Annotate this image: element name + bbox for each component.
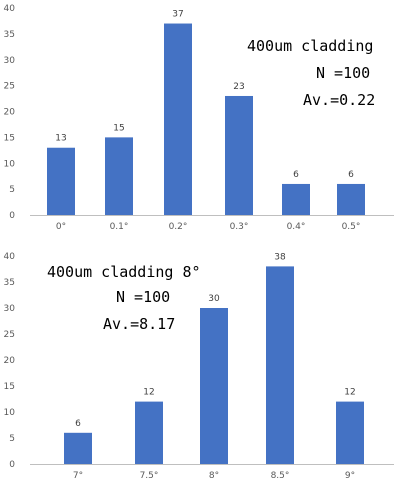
data-label: 15 bbox=[113, 123, 124, 133]
y-tick-label: 35 bbox=[4, 278, 15, 288]
data-label: 6 bbox=[293, 170, 299, 180]
y-tick-label: 10 bbox=[4, 159, 16, 169]
bar bbox=[336, 401, 364, 464]
data-label: 38 bbox=[274, 252, 286, 262]
y-tick-label: 15 bbox=[4, 382, 15, 392]
x-tick-label: 0.1° bbox=[110, 222, 129, 232]
bars bbox=[47, 23, 365, 216]
annotation-n: N =100 bbox=[116, 288, 170, 306]
bar bbox=[135, 401, 163, 464]
y-tick-label: 5 bbox=[9, 185, 15, 195]
data-label: 13 bbox=[55, 134, 66, 144]
annotation-n: N =100 bbox=[316, 64, 370, 82]
bar bbox=[337, 183, 365, 215]
y-axis-ticks: 0 5 10 15 20 25 30 35 40 bbox=[4, 4, 16, 221]
y-tick-label: 25 bbox=[4, 330, 15, 340]
annotation-average: Av.=0.22 bbox=[303, 91, 375, 109]
data-label: 6 bbox=[348, 170, 354, 180]
bar bbox=[64, 432, 92, 464]
x-tick-label: 8.5° bbox=[271, 471, 290, 481]
x-axis-ticks: 7° 7.5° 8° 8.5° 9° bbox=[73, 471, 355, 481]
bar bbox=[47, 147, 75, 215]
data-label: 12 bbox=[344, 388, 355, 398]
data-label: 12 bbox=[143, 388, 154, 398]
y-tick-label: 10 bbox=[4, 408, 16, 418]
bars bbox=[64, 266, 364, 464]
bar bbox=[164, 23, 192, 216]
y-tick-label: 30 bbox=[4, 56, 16, 66]
x-tick-label: 0.3° bbox=[230, 222, 249, 232]
x-tick-label: 0.4° bbox=[287, 222, 306, 232]
y-axis-ticks: 0 5 10 15 20 25 30 35 40 bbox=[4, 252, 16, 470]
data-label: 37 bbox=[172, 10, 183, 20]
annotation-title: 400um cladding 8° bbox=[47, 263, 201, 281]
x-tick-label: 0.2° bbox=[169, 222, 188, 232]
data-label: 6 bbox=[75, 419, 81, 429]
data-labels: 13 15 37 23 6 6 bbox=[55, 10, 354, 180]
data-label: 23 bbox=[233, 82, 244, 92]
bar bbox=[266, 266, 294, 464]
y-tick-label: 15 bbox=[4, 133, 15, 143]
x-tick-label: 0.5° bbox=[342, 222, 361, 232]
y-tick-label: 40 bbox=[4, 4, 16, 14]
x-tick-label: 0° bbox=[56, 222, 66, 232]
x-tick-label: 9° bbox=[345, 471, 355, 481]
y-tick-label: 5 bbox=[9, 434, 15, 444]
data-labels: 6 12 30 38 12 bbox=[75, 252, 356, 428]
y-tick-label: 0 bbox=[9, 211, 15, 221]
y-tick-label: 25 bbox=[4, 82, 15, 92]
annotation-title: 400um cladding bbox=[247, 37, 373, 55]
x-axis-ticks: 0° 0.1° 0.2° 0.3° 0.4° 0.5° bbox=[56, 222, 361, 232]
bar bbox=[105, 137, 133, 215]
bar bbox=[282, 183, 310, 215]
chart-bottom: 0 5 10 15 20 25 30 35 40 6 12 30 38 12 7° 7.5° 8° 8.5° 9… bbox=[4, 252, 394, 481]
bar bbox=[200, 308, 228, 464]
chart-top: 0 5 10 15 20 25 30 35 40 13 15 37 23 6 6 0° 0.1° 0.2° 0.… bbox=[4, 4, 394, 232]
y-tick-label: 40 bbox=[4, 252, 16, 262]
x-tick-label: 7.5° bbox=[140, 471, 159, 481]
bar bbox=[225, 95, 253, 215]
x-tick-label: 8° bbox=[209, 471, 219, 481]
annotation-average: Av.=8.17 bbox=[103, 315, 175, 333]
y-tick-label: 20 bbox=[4, 356, 16, 366]
x-tick-label: 7° bbox=[73, 471, 83, 481]
data-label: 30 bbox=[208, 294, 220, 304]
y-tick-label: 35 bbox=[4, 30, 15, 40]
y-tick-label: 0 bbox=[9, 460, 15, 470]
y-tick-label: 30 bbox=[4, 304, 16, 314]
y-tick-label: 20 bbox=[4, 108, 16, 118]
